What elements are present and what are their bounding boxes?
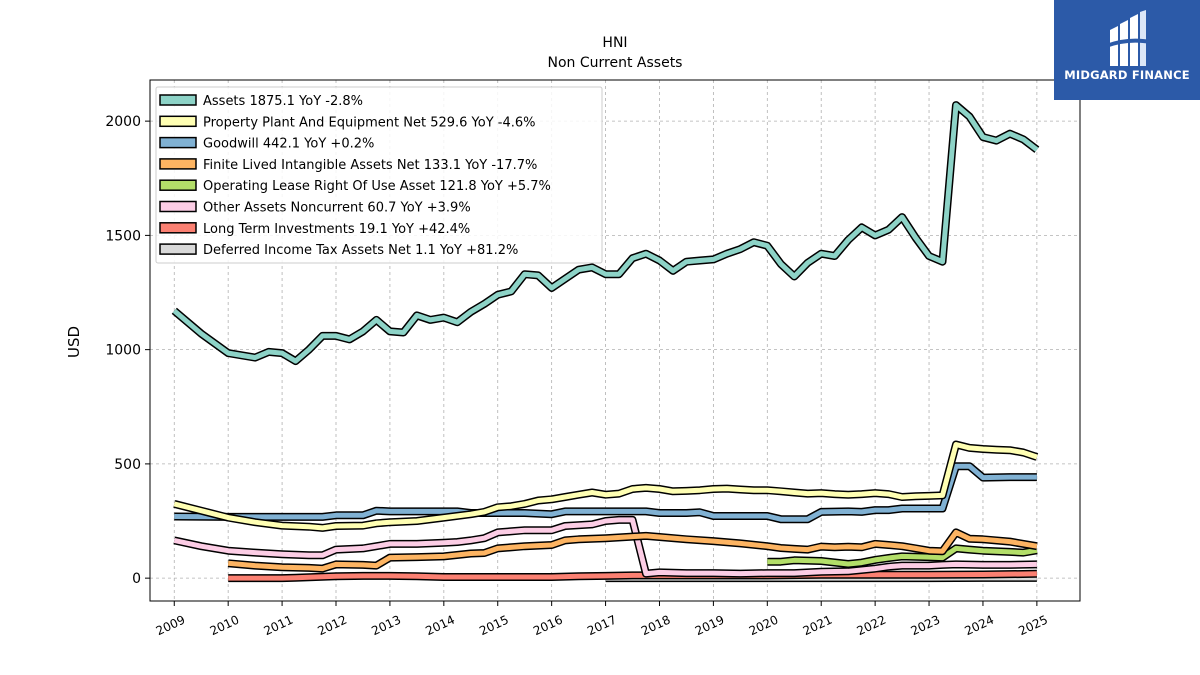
series-line [767, 545, 1038, 567]
x-tick-label: 2016 [531, 613, 565, 639]
x-tick-label: 2011 [262, 613, 296, 639]
chart-title: HNI [602, 35, 627, 51]
legend-label: Assets 1875.1 YoY -2.8% [203, 94, 363, 109]
series-layer [171, 101, 1040, 583]
legend-label: Deferred Income Tax Assets Net 1.1 YoY +… [203, 243, 518, 258]
y-axis-label: USD [65, 326, 83, 358]
x-tick-label: 2010 [208, 613, 242, 639]
plot-frame [149, 79, 1081, 602]
legend-box [155, 86, 603, 264]
legend-swatch [159, 158, 197, 170]
legend-swatch [159, 222, 197, 234]
x-tick-label: 2009 [154, 613, 188, 639]
series-line [173, 442, 1038, 531]
x-tick-label: 2021 [801, 613, 835, 639]
series-line [172, 102, 1039, 364]
legend-swatch [159, 243, 197, 255]
x-tick-label: 2022 [855, 613, 889, 639]
brand-logo: MIDGARD FINANCE [1054, 0, 1200, 100]
x-tick-label: 2014 [423, 613, 457, 639]
legend-label: Long Term Investments 19.1 YoY +42.4% [203, 222, 470, 237]
series-line [173, 517, 1037, 577]
chart-subtitle: Non Current Assets [548, 55, 683, 71]
legend-label: Goodwill 442.1 YoY +0.2% [203, 137, 374, 152]
x-tick-label: 2017 [585, 613, 619, 639]
x-tick-label: 2019 [693, 613, 727, 639]
y-tick-label: 2000 [105, 114, 141, 130]
midgard-logo-icon [1106, 10, 1150, 66]
series-line [174, 463, 1037, 522]
x-tick-label: 2012 [316, 613, 350, 639]
y-tick-label: 500 [114, 457, 141, 473]
legend: Assets 1875.1 YoY -2.8% Property Plant An… [155, 86, 603, 264]
x-tick-label: 2020 [747, 613, 781, 639]
legend-label: Operating Lease Right Of Use Asset 121.8… [203, 179, 551, 194]
legend-label: Other Assets Noncurrent 60.7 YoY +3.9% [203, 201, 471, 216]
legend-swatch [159, 200, 197, 213]
brand-logo-text: MIDGARD FINANCE [1064, 68, 1190, 82]
legend-swatch [159, 94, 197, 106]
series-line [227, 529, 1038, 572]
x-tick-label: 2025 [1016, 613, 1050, 639]
x-tick-label: 2023 [909, 613, 943, 639]
y-tick-label: 1000 [105, 343, 141, 359]
y-tick-label: 0 [132, 571, 141, 587]
x-tick-label: 2013 [369, 613, 403, 639]
legend-label: Finite Lived Intangible Assets Net 133.1… [203, 158, 537, 173]
x-tick-label: 2024 [962, 613, 996, 639]
legend-swatch [159, 179, 197, 191]
x-tick-label: 2018 [639, 613, 673, 639]
x-tick-label: 2015 [477, 613, 511, 639]
legend-swatch [159, 136, 197, 149]
legend-swatch [159, 115, 197, 128]
legend-label: Property Plant And Equipment Net 529.6 Y… [203, 115, 536, 130]
y-tick-label: 1500 [105, 228, 141, 244]
